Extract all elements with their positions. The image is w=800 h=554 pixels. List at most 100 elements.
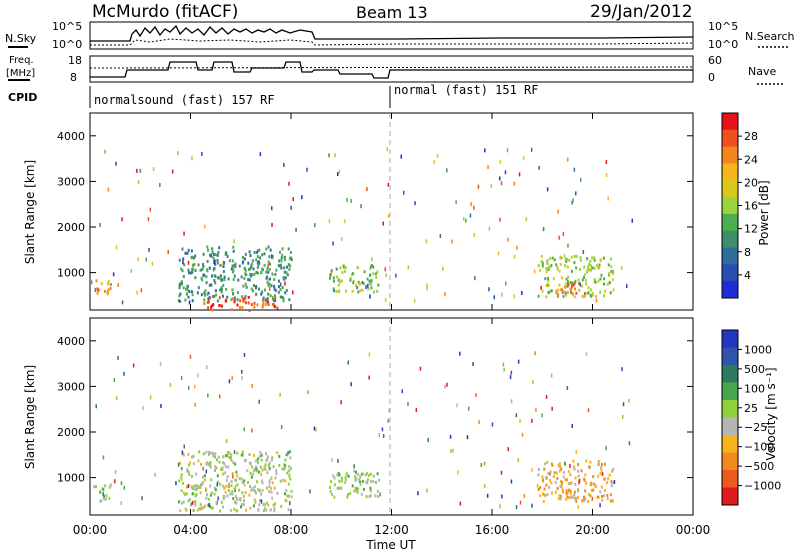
data-cell	[612, 272, 615, 276]
data-cell	[207, 497, 210, 501]
data-cell	[151, 261, 154, 266]
colorbar-tick-label: −1000	[744, 480, 781, 493]
data-cell	[197, 373, 199, 378]
data-cell	[358, 478, 361, 482]
data-cell	[370, 286, 373, 290]
data-cell	[355, 283, 357, 287]
data-cell	[606, 481, 608, 485]
data-cell	[200, 506, 203, 510]
data-cell	[281, 247, 284, 251]
data-cell	[251, 289, 254, 293]
data-cell	[218, 460, 221, 464]
data-cell	[522, 156, 525, 161]
data-cell	[561, 288, 564, 293]
data-cell	[371, 257, 373, 262]
data-cell	[228, 379, 231, 384]
data-cell	[344, 480, 347, 484]
data-cell	[181, 450, 184, 455]
data-cell	[231, 376, 233, 381]
data-cell	[589, 460, 592, 464]
data-cell	[584, 497, 587, 501]
data-cell	[598, 266, 601, 270]
data-cell	[180, 473, 183, 477]
data-cell	[243, 353, 246, 357]
data-cell	[539, 268, 541, 272]
data-cell	[544, 476, 547, 480]
data-cell	[292, 290, 294, 295]
data-cell	[313, 426, 316, 431]
data-cell	[241, 306, 244, 309]
data-cell	[201, 475, 204, 479]
data-cell	[579, 256, 582, 260]
data-cell	[284, 276, 287, 280]
data-cell	[194, 503, 197, 507]
data-cell	[103, 494, 105, 498]
data-cell	[446, 382, 448, 387]
data-cell	[251, 487, 254, 490]
data-cell	[260, 453, 263, 457]
data-cell	[355, 486, 358, 490]
data-cell	[575, 254, 578, 258]
data-cell	[575, 266, 578, 270]
data-cell	[255, 491, 257, 495]
data-cell	[270, 476, 273, 480]
data-cell	[603, 477, 606, 481]
data-cell	[335, 290, 338, 293]
data-cell	[247, 261, 250, 265]
data-cell	[223, 495, 226, 499]
data-cell	[236, 483, 239, 487]
data-cell	[583, 273, 586, 277]
data-cell	[274, 296, 277, 300]
data-cell	[223, 462, 226, 466]
data-cell	[283, 256, 286, 260]
data-cell	[276, 451, 279, 455]
data-cell	[112, 272, 115, 277]
data-cell	[200, 293, 203, 297]
data-cell	[195, 472, 197, 476]
colorbar-segment	[722, 180, 738, 198]
data-cell	[178, 479, 181, 483]
data-cell	[599, 258, 602, 262]
data-cell	[267, 245, 270, 249]
data-cell	[555, 471, 558, 475]
data-cell	[375, 480, 377, 484]
data-cell	[240, 453, 243, 457]
data-cell	[222, 455, 225, 459]
colorbar-segment	[722, 281, 738, 299]
data-cell	[257, 508, 260, 512]
data-cell	[359, 475, 362, 479]
data-cell	[480, 463, 483, 467]
data-cell	[600, 273, 603, 277]
data-cell	[203, 273, 206, 277]
data-cell	[227, 489, 230, 492]
data-cell	[242, 299, 245, 303]
data-cell	[203, 478, 206, 482]
data-cell	[222, 284, 225, 287]
data-cell	[191, 271, 194, 274]
data-cell	[455, 200, 457, 205]
data-cell	[573, 493, 576, 497]
data-cell	[337, 458, 339, 463]
data-cell	[338, 473, 341, 477]
data-cell	[546, 261, 549, 265]
data-cell	[209, 484, 212, 488]
x-tick-label: 04:00	[173, 523, 208, 537]
data-cell	[280, 266, 283, 270]
data-cell	[333, 483, 336, 487]
data-cell	[271, 481, 274, 485]
data-cell	[238, 306, 241, 309]
data-cell	[198, 507, 201, 511]
data-cell	[253, 485, 256, 489]
data-cell	[284, 464, 287, 468]
data-cell	[115, 161, 117, 166]
velocity-data	[93, 351, 631, 513]
data-cell	[545, 284, 548, 288]
data-cell	[248, 278, 251, 282]
nsky-panel: N.Sky 10^5 10^0 10^5 10^0 N.Search	[5, 20, 795, 51]
data-cell	[597, 266, 600, 270]
colorbar-segment	[722, 146, 738, 164]
data-cell	[211, 251, 214, 254]
nsky-label: N.Sky	[5, 32, 37, 45]
data-cell	[628, 398, 630, 403]
data-cell	[202, 263, 204, 266]
